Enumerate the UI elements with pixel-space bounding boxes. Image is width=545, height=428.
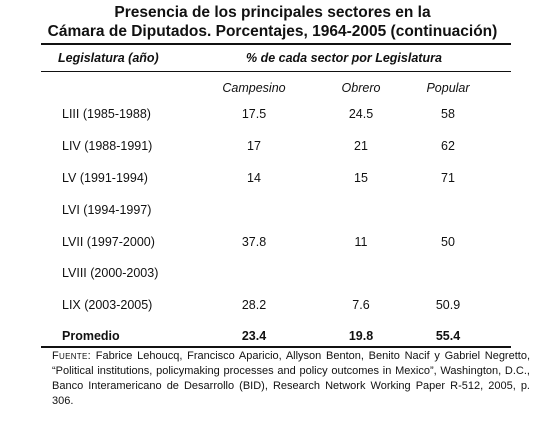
average-popular: 55.4 [435, 329, 461, 343]
cell-obrero: 15 [354, 171, 368, 185]
row-label: LVII (1997-2000) [62, 235, 155, 249]
table-row: LVI (1994-1997) [0, 203, 545, 223]
top-rule [41, 43, 511, 45]
cell-obrero: 11 [354, 235, 368, 249]
row-label: LVIII (2000-2003) [62, 266, 159, 280]
column-header-popular: Popular [426, 81, 470, 95]
average-row: Promedio 23.4 19.8 55.4 [0, 329, 545, 349]
cell-obrero: 7.6 [352, 298, 370, 312]
row-label: LV (1991-1994) [62, 171, 148, 185]
row-label: LIII (1985-1988) [62, 107, 151, 121]
table-title: Presencia de los principales sectores en… [0, 3, 545, 41]
source-note: Fuente: Fabrice Lehoucq, Francisco Apari… [52, 349, 530, 409]
cell-popular: 50 [441, 235, 455, 249]
average-campesino: 23.4 [241, 329, 267, 343]
source-label: Fuente: [52, 350, 91, 362]
header-rule [41, 71, 511, 72]
cell-campesino: 17 [247, 139, 261, 153]
row-label: LIX (2003-2005) [62, 298, 153, 312]
source-text: Fabrice Lehoucq, Francisco Aparicio, All… [52, 350, 530, 407]
column-header-obrero: Obrero [341, 81, 381, 95]
table-row: LIX (2003-2005) 28.2 7.6 50.9 [0, 298, 545, 318]
table-row: LV (1991-1994) 14 15 71 [0, 171, 545, 191]
cell-obrero: 21 [354, 139, 368, 153]
bottom-rule [41, 346, 511, 348]
cell-campesino: 17.5 [241, 107, 267, 121]
row-label: LVI (1994-1997) [62, 203, 152, 217]
cell-campesino: 37.8 [241, 235, 267, 249]
header-legislatura: Legislatura (año) [58, 51, 159, 65]
column-header-campesino: Campesino [222, 81, 286, 95]
table-row: LVII (1997-2000) 37.8 11 50 [0, 235, 545, 255]
table-row: LIII (1985-1988) 17.5 24.5 58 [0, 107, 545, 127]
cell-popular: 71 [441, 171, 455, 185]
cell-popular: 58 [441, 107, 455, 121]
table-row: LIV (1988-1991) 17 21 62 [0, 139, 545, 159]
title-line-1: Presencia de los principales sectores en… [114, 4, 431, 21]
average-obrero: 19.8 [348, 329, 374, 343]
title-line-2: Cámara de Diputados. Porcentajes, 1964-2… [47, 23, 498, 40]
cell-campesino: 28.2 [241, 298, 267, 312]
cell-popular: 62 [441, 139, 455, 153]
average-label: Promedio [62, 329, 120, 343]
cell-campesino: 14 [247, 171, 261, 185]
cell-popular: 50.9 [435, 298, 461, 312]
header-percentage: % de cada sector por Legislatura [246, 51, 442, 65]
row-label: LIV (1988-1991) [62, 139, 153, 153]
table-row: LVIII (2000-2003) [0, 266, 545, 286]
cell-obrero: 24.5 [348, 107, 374, 121]
